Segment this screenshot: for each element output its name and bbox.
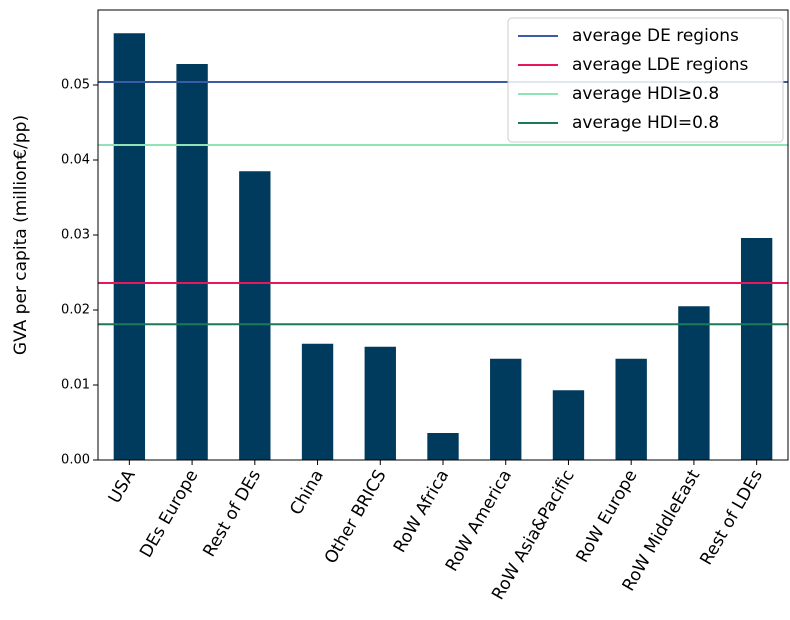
y-tick-label: 0.03 xyxy=(61,228,90,243)
bar xyxy=(176,64,208,460)
bar xyxy=(552,390,585,460)
bar xyxy=(301,343,334,460)
legend-label: average DE regions xyxy=(572,26,739,46)
y-tick-label: 0.02 xyxy=(61,303,90,318)
bar xyxy=(364,346,396,460)
x-tick-label: Other BRICS xyxy=(321,467,391,568)
bar xyxy=(740,238,773,460)
legend-box xyxy=(507,17,784,143)
bar xyxy=(490,358,522,460)
x-tick-label: USA xyxy=(105,466,140,507)
bar xyxy=(678,306,710,460)
bar xyxy=(615,358,647,460)
y-tick-label: 0.01 xyxy=(61,378,90,393)
x-tick-label: Rest of LDEs xyxy=(696,466,767,568)
legend-label: average LDE regions xyxy=(572,55,748,75)
x-tick-label: RoW Europe xyxy=(572,467,641,567)
x-tick-label: RoW America xyxy=(442,467,516,576)
bar xyxy=(113,33,146,460)
x-tick-label: China xyxy=(286,467,328,519)
y-axis-label: GVA per capita (million€/pp) xyxy=(11,115,31,355)
x-tick-label: DEs Europe xyxy=(136,467,202,562)
legend-label: average HDI≥0.8 xyxy=(572,84,719,104)
x-tick-label: RoW Africa xyxy=(390,467,453,557)
y-tick-label: 0.04 xyxy=(61,153,90,168)
y-tick-label: 0.05 xyxy=(61,78,90,93)
legend-label: average HDI=0.8 xyxy=(572,113,719,133)
x-tick-label: Rest of DEs xyxy=(199,466,265,560)
plot-frame xyxy=(97,9,789,461)
y-tick-label: 0.00 xyxy=(61,453,90,468)
bar xyxy=(427,433,459,460)
bar xyxy=(239,171,271,460)
